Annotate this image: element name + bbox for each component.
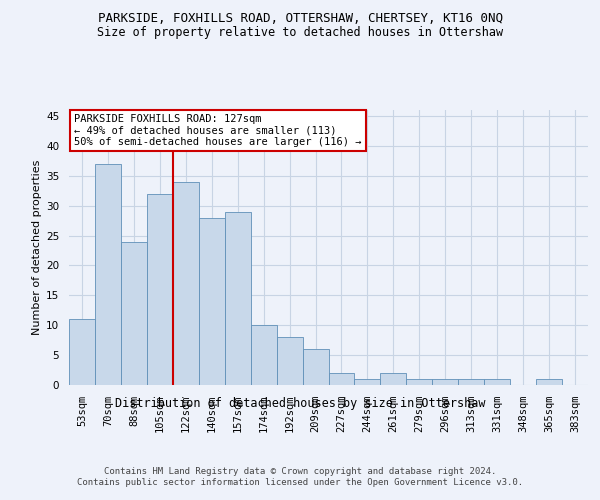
Bar — [380, 373, 406, 385]
Bar — [225, 212, 251, 385]
Bar — [458, 379, 484, 385]
Bar — [147, 194, 173, 385]
Bar — [329, 373, 355, 385]
Bar — [302, 349, 329, 385]
Bar — [277, 337, 302, 385]
Text: PARKSIDE, FOXHILLS ROAD, OTTERSHAW, CHERTSEY, KT16 0NQ: PARKSIDE, FOXHILLS ROAD, OTTERSHAW, CHER… — [97, 12, 503, 26]
Bar — [121, 242, 147, 385]
Text: Contains HM Land Registry data © Crown copyright and database right 2024.
Contai: Contains HM Land Registry data © Crown c… — [77, 468, 523, 487]
Y-axis label: Number of detached properties: Number of detached properties — [32, 160, 42, 335]
Bar — [484, 379, 510, 385]
Text: Size of property relative to detached houses in Ottershaw: Size of property relative to detached ho… — [97, 26, 503, 39]
Bar — [95, 164, 121, 385]
Text: PARKSIDE FOXHILLS ROAD: 127sqm
← 49% of detached houses are smaller (113)
50% of: PARKSIDE FOXHILLS ROAD: 127sqm ← 49% of … — [74, 114, 362, 148]
Bar — [199, 218, 224, 385]
Bar — [251, 325, 277, 385]
Bar — [406, 379, 432, 385]
Bar — [173, 182, 199, 385]
Text: Distribution of detached houses by size in Ottershaw: Distribution of detached houses by size … — [115, 398, 485, 410]
Bar — [433, 379, 458, 385]
Bar — [536, 379, 562, 385]
Bar — [355, 379, 380, 385]
Bar — [69, 319, 95, 385]
